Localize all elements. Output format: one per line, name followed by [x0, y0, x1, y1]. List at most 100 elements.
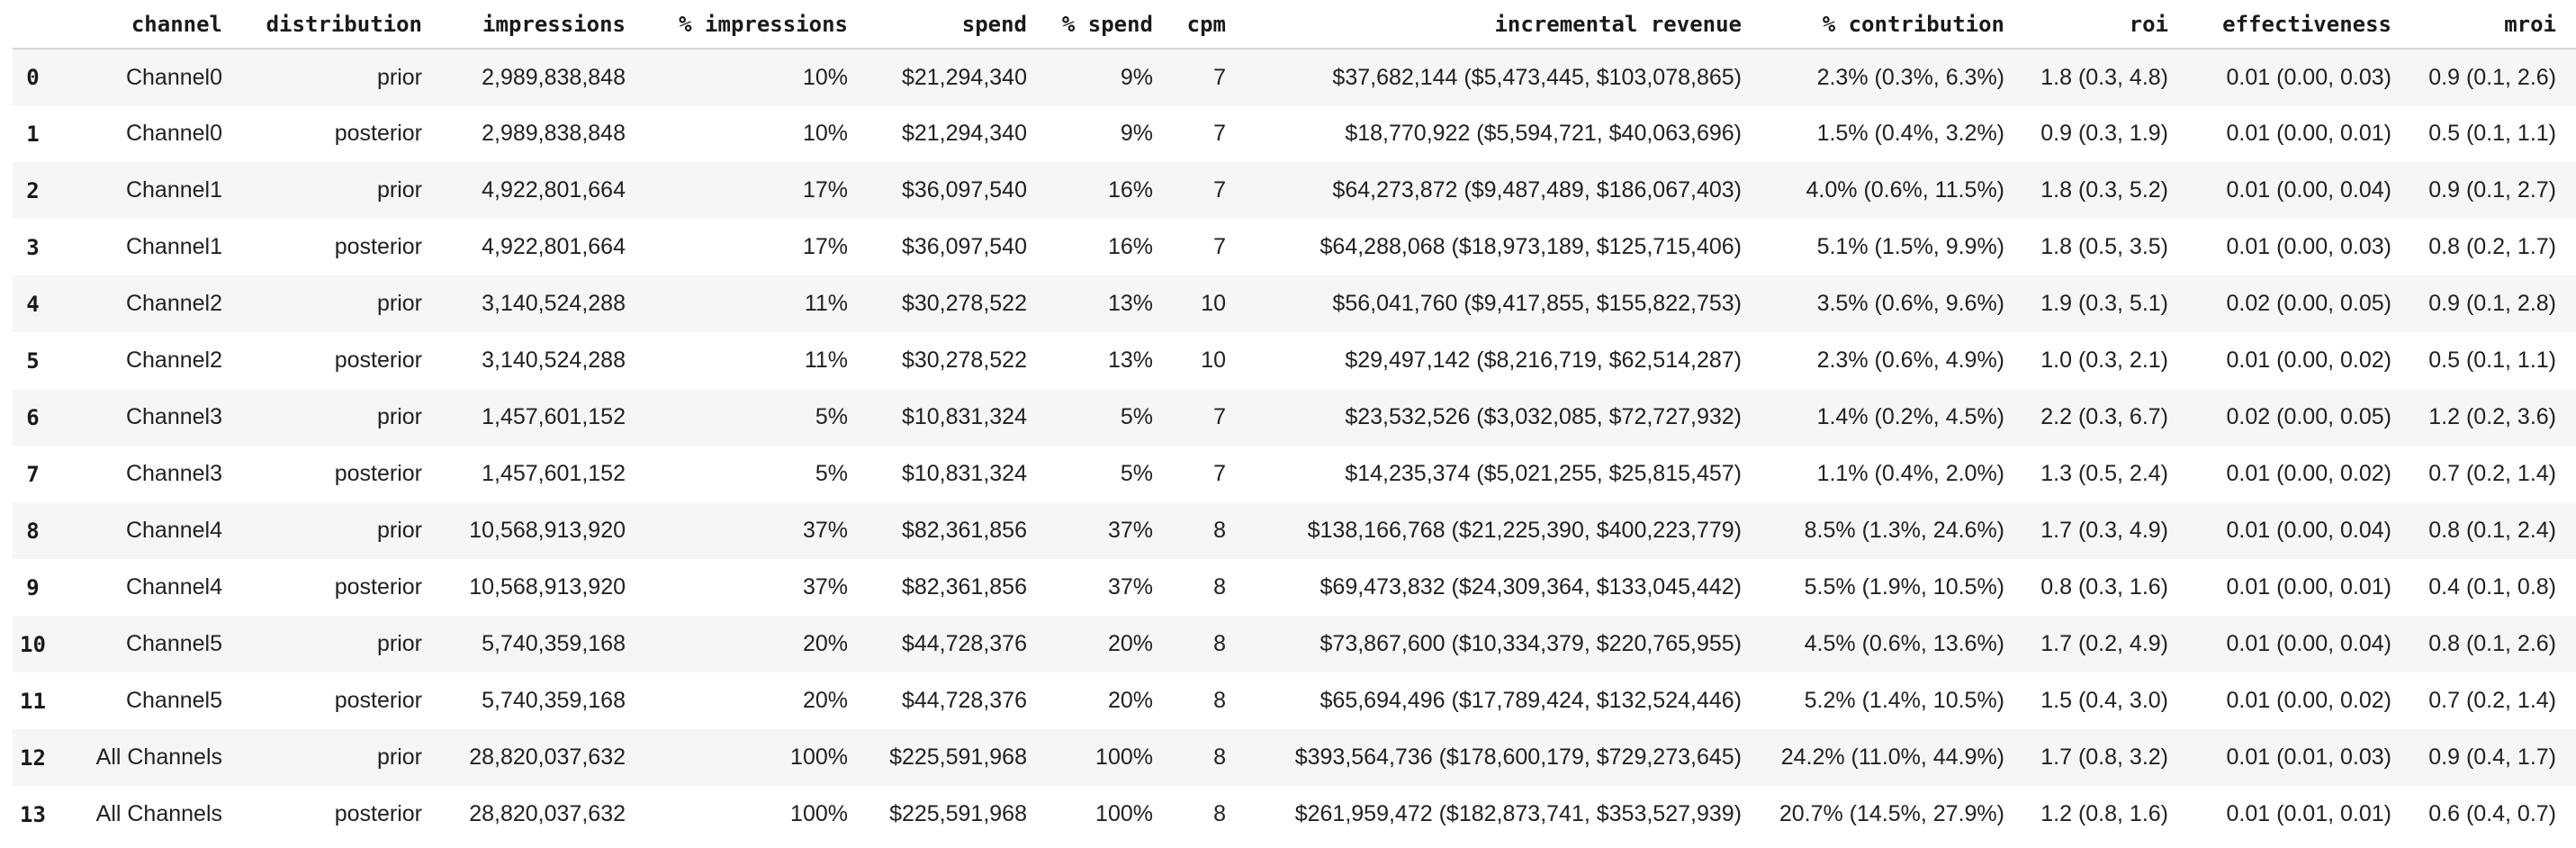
index-column-header — [13, 0, 53, 50]
table-cell: 8 — [1213, 574, 1226, 600]
table-cell: 1.3 (0.5, 2.4) — [2040, 461, 2168, 486]
table-cell: 5% — [1120, 461, 1153, 486]
table-cell: 1,457,601,152 — [482, 404, 626, 429]
table-cell: 10 — [1201, 347, 1226, 373]
table-cell: 0.9 (0.1, 2.6) — [2428, 64, 2556, 90]
table-cell: prior — [376, 177, 422, 203]
table-cell: 16% — [1107, 177, 1153, 203]
table-cell: $29,497,142 ($8,216,719, $62,514,287) — [1345, 347, 1742, 373]
table-cell: 1.7 (0.3, 4.9) — [2040, 518, 2168, 543]
table-row: 2 Channel1 prior 4,922,801,664 17% $36,097,54… — [13, 162, 2576, 219]
table-cell: posterior — [334, 574, 422, 600]
table-cell: $14,235,374 ($5,021,255, $25,815,457) — [1345, 461, 1742, 486]
table-cell: 5,740,359,168 — [482, 631, 626, 656]
table-cell: $393,564,736 ($178,600,179, $729,273,645… — [1294, 744, 1742, 770]
table-cell: 2,989,838,848 — [482, 121, 626, 146]
table-cell: 20% — [1107, 688, 1153, 713]
table-cell: 17% — [802, 177, 848, 203]
table-cell: 37% — [1107, 518, 1153, 543]
row-index: 0 — [26, 65, 40, 90]
table-cell: 8 — [1213, 631, 1226, 656]
table-cell: posterior — [334, 688, 422, 713]
table-cell: $56,041,760 ($9,417,855, $155,822,753) — [1332, 291, 1742, 316]
table-cell: 0.5 (0.1, 1.1) — [2428, 347, 2556, 373]
table-cell: posterior — [334, 234, 422, 259]
table-cell: 37% — [802, 518, 848, 543]
row-index: 12 — [20, 744, 46, 771]
table-cell: 0.01 (0.00, 0.02) — [2226, 461, 2391, 486]
table-cell: 4,922,801,664 — [482, 177, 626, 203]
table-cell: 1.7 (0.2, 4.9) — [2040, 631, 2168, 656]
table-cell: 7 — [1213, 64, 1226, 90]
table-cell: 0.01 (0.01, 0.01) — [2226, 801, 2391, 826]
table-row: 0 Channel0 prior 2,989,838,848 10% $21,294,34… — [13, 49, 2576, 105]
table-cell: $64,288,068 ($18,973,189, $125,715,406) — [1320, 234, 1742, 259]
table-cell: 1.4% (0.2%, 4.5%) — [1816, 404, 2004, 429]
table-cell: Channel1 — [125, 234, 222, 259]
table-cell: $65,694,496 ($17,789,424, $132,524,446) — [1320, 688, 1742, 713]
table-cell: 10% — [802, 121, 848, 146]
table-row: 8 Channel4 prior 10,568,913,920 37% $82,361,8… — [13, 502, 2576, 559]
table-cell: $64,273,872 ($9,487,489, $186,067,403) — [1332, 177, 1742, 203]
table-cell: 13% — [1107, 291, 1153, 316]
table-cell: 8 — [1213, 801, 1226, 826]
table-cell: 9% — [1120, 121, 1153, 146]
table-cell: Channel3 — [125, 404, 222, 429]
table-cell: 7 — [1213, 404, 1226, 429]
table-cell: 20.7% (14.5%, 27.9%) — [1779, 801, 2004, 826]
table-cell: 0.6 (0.4, 0.7) — [2428, 801, 2556, 826]
table-cell: 0.8 (0.1, 2.4) — [2428, 518, 2556, 543]
table-cell: $21,294,340 — [901, 121, 1027, 146]
table-cell: 0.01 (0.00, 0.02) — [2226, 347, 2391, 373]
table-cell: $82,361,856 — [901, 574, 1027, 600]
table-cell: $18,770,922 ($5,594,721, $40,063,696) — [1345, 121, 1742, 146]
table-cell: 8 — [1213, 518, 1226, 543]
column-header: impressions — [442, 0, 645, 50]
column-header: effectiveness — [2188, 0, 2411, 50]
table-cell: 5% — [1120, 404, 1153, 429]
table-cell: All Channels — [95, 744, 222, 770]
table-cell: $44,728,376 — [901, 688, 1027, 713]
row-index: 4 — [26, 291, 40, 317]
table-cell: 10 — [1201, 291, 1226, 316]
table-cell: posterior — [334, 347, 422, 373]
table-cell: 10,568,913,920 — [469, 518, 626, 543]
table-cell: Channel5 — [125, 631, 222, 656]
table-cell: 0.9 (0.1, 2.8) — [2428, 291, 2556, 316]
table-cell: 28,820,037,632 — [469, 801, 626, 826]
table-row: 11 Channel5 posterior 5,740,359,168 20% $44,7… — [13, 672, 2576, 729]
table-cell: 0.9 (0.3, 1.9) — [2040, 121, 2168, 146]
row-index: 9 — [26, 574, 40, 600]
table-row: 12 All Channels prior 28,820,037,632 100% $22… — [13, 729, 2576, 786]
table-cell: $261,959,472 ($182,873,741, $353,527,939… — [1294, 801, 1742, 826]
table-cell: 1.5 (0.4, 3.0) — [2040, 688, 2168, 713]
table-cell: 8.5% (1.3%, 24.6%) — [1804, 518, 2004, 543]
table-cell: prior — [376, 291, 422, 316]
table-cell: prior — [376, 64, 422, 90]
table-cell: $10,831,324 — [901, 404, 1027, 429]
table-cell: 0.01 (0.00, 0.03) — [2226, 64, 2391, 90]
table-row: 3 Channel1 posterior 4,922,801,664 17% $36,09… — [13, 219, 2576, 275]
table-cell: 28,820,037,632 — [469, 744, 626, 770]
row-index: 6 — [26, 404, 40, 430]
column-header: % spend — [1047, 0, 1173, 50]
row-index: 11 — [20, 688, 46, 714]
table-cell: 7 — [1213, 234, 1226, 259]
table-row: 1 Channel0 posterior 2,989,838,848 10% $21,29… — [13, 105, 2576, 162]
table-cell: 37% — [1107, 574, 1153, 600]
table-cell: 0.8 (0.3, 1.6) — [2040, 574, 2168, 600]
row-index: 3 — [26, 234, 40, 260]
table-cell: 37% — [802, 574, 848, 600]
table-cell: 7 — [1213, 177, 1226, 203]
table-cell: $36,097,540 — [901, 234, 1027, 259]
table-cell: 4.0% (0.6%, 11.5%) — [1806, 177, 2004, 203]
table-cell: $23,532,526 ($3,032,085, $72,727,932) — [1345, 404, 1742, 429]
table-row: 7 Channel3 posterior 1,457,601,152 5% $10,831… — [13, 446, 2576, 502]
table-cell: prior — [376, 518, 422, 543]
table-cell: 0.9 (0.1, 2.7) — [2428, 177, 2556, 203]
table-cell: Channel5 — [125, 688, 222, 713]
column-header: spend — [868, 0, 1047, 50]
table-cell: 8 — [1213, 688, 1226, 713]
row-index: 10 — [20, 631, 46, 657]
